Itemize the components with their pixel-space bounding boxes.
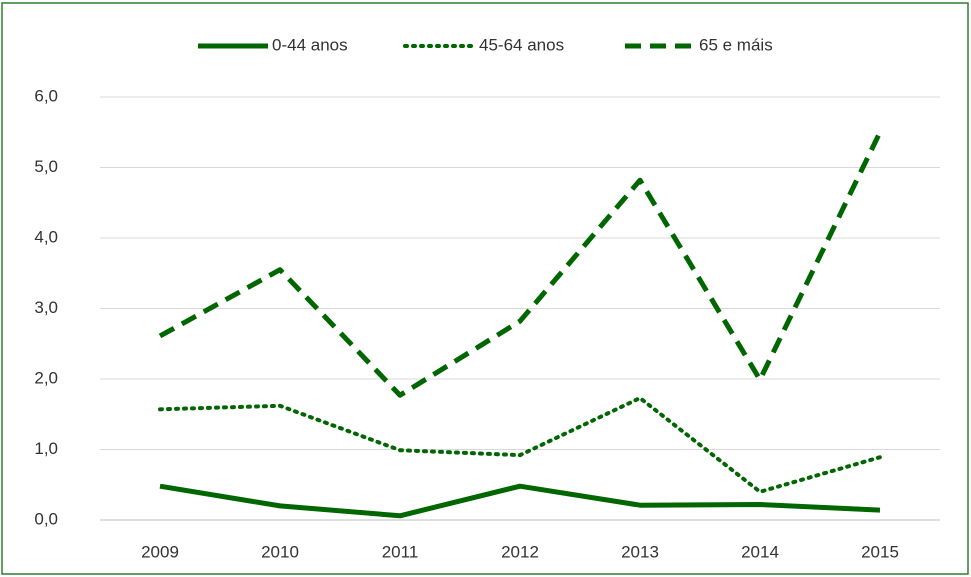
x-tick-label: 2009 (141, 542, 179, 561)
x-tick-label: 2014 (741, 542, 779, 561)
legend-label: 45-64 anos (479, 35, 564, 54)
x-tick-label: 2011 (382, 542, 419, 561)
series-line (158, 131, 883, 398)
legend-label: 0-44 anos (272, 35, 348, 54)
x-tick-label: 2013 (621, 542, 659, 561)
x-tick-label: 2012 (501, 542, 539, 561)
y-tick-label: 2,0 (34, 368, 58, 387)
y-tick-label: 4,0 (34, 227, 58, 246)
y-tick-label: 6,0 (34, 86, 58, 105)
y-tick-label: 1,0 (34, 439, 58, 458)
x-tick-label: 2010 (261, 542, 299, 561)
y-tick-label: 3,0 (34, 298, 58, 317)
x-tick-label: 2015 (861, 542, 899, 561)
series-line (159, 483, 881, 519)
y-tick-label: 0,0 (34, 509, 58, 528)
y-tick-label: 5,0 (34, 157, 58, 176)
series-line (158, 396, 882, 494)
legend-label: 65 e máis (699, 35, 773, 54)
